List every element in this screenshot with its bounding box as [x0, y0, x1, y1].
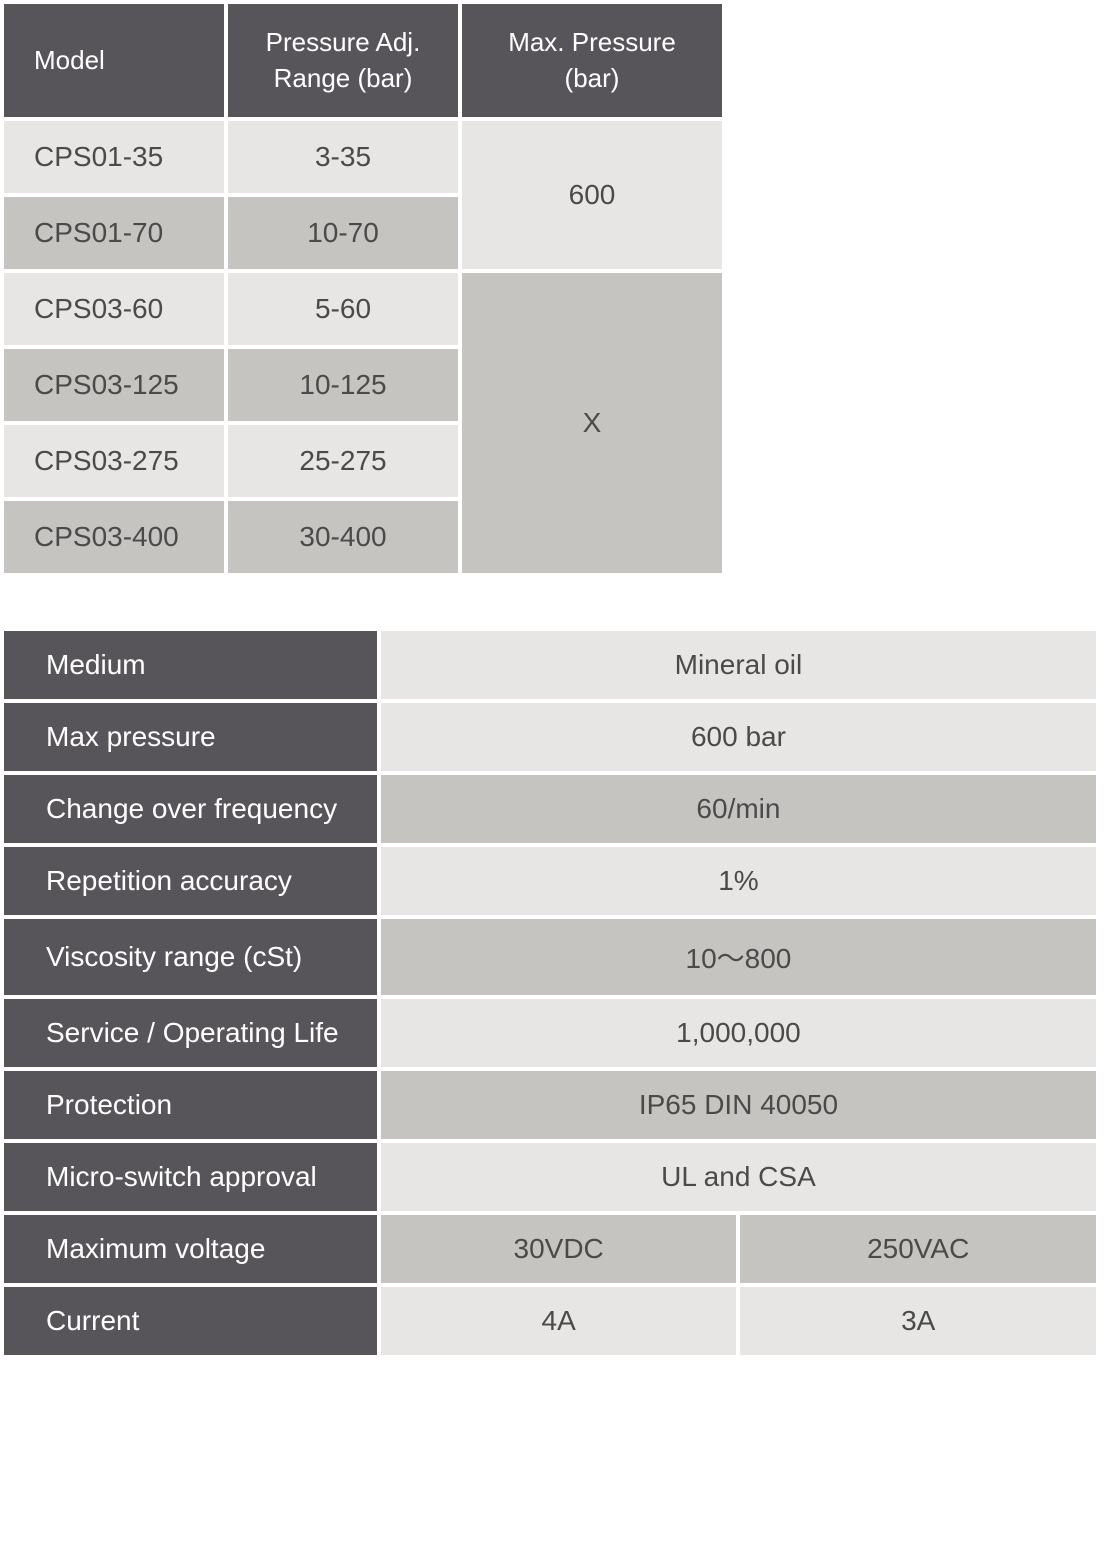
- table-row: CPS03-60 5-60 X: [4, 273, 722, 345]
- table-row: Change over frequency60/min: [4, 775, 1096, 843]
- spec-label: Maximum voltage: [4, 1215, 377, 1283]
- spec-label: Service / Operating Life: [4, 999, 377, 1067]
- cell-max: 600: [462, 121, 722, 269]
- spec-value: 4A: [381, 1287, 736, 1355]
- spec-label: Medium: [4, 631, 377, 699]
- cell-model: CPS03-125: [4, 349, 224, 421]
- spec-label: Max pressure: [4, 703, 377, 771]
- cell-range: 3-35: [228, 121, 458, 193]
- spec-value: 3A: [740, 1287, 1096, 1355]
- cell-range: 5-60: [228, 273, 458, 345]
- spec-label: Micro-switch approval: [4, 1143, 377, 1211]
- cell-range: 25-275: [228, 425, 458, 497]
- spec-label: Viscosity range (cSt): [4, 919, 377, 995]
- table-row: Max pressure600 bar: [4, 703, 1096, 771]
- cell-model: CPS03-275: [4, 425, 224, 497]
- spec-value: IP65 DIN 40050: [381, 1071, 1096, 1139]
- cell-model: CPS03-400: [4, 501, 224, 573]
- model-pressure-table: Model Pressure Adj. Range (bar) Max. Pre…: [0, 0, 726, 577]
- spec-value: UL and CSA: [381, 1143, 1096, 1211]
- cell-model: CPS01-70: [4, 197, 224, 269]
- spec-value: 250VAC: [740, 1215, 1096, 1283]
- col-header-model: Model: [4, 4, 224, 117]
- table-row: Viscosity range (cSt)10～800: [4, 919, 1096, 995]
- spec-value: 10～800: [381, 919, 1096, 995]
- col-header-max: Max. Pressure (bar): [462, 4, 722, 117]
- spec-value: 1%: [381, 847, 1096, 915]
- cell-model: CPS03-60: [4, 273, 224, 345]
- spec-value: 60/min: [381, 775, 1096, 843]
- table-row: MediumMineral oil: [4, 631, 1096, 699]
- cell-max: X: [462, 273, 722, 573]
- spec-label: Change over frequency: [4, 775, 377, 843]
- spec-value: Mineral oil: [381, 631, 1096, 699]
- specifications-table: MediumMineral oilMax pressure600 barChan…: [0, 627, 1100, 1359]
- table-row: Micro-switch approvalUL and CSA: [4, 1143, 1096, 1211]
- spec-value: 1,000,000: [381, 999, 1096, 1067]
- cell-range: 30-400: [228, 501, 458, 573]
- spec-label: Current: [4, 1287, 377, 1355]
- spec-value: 600 bar: [381, 703, 1096, 771]
- table-row: Repetition accuracy1%: [4, 847, 1096, 915]
- table-row: Current4A3A: [4, 1287, 1096, 1355]
- cell-model: CPS01-35: [4, 121, 224, 193]
- table-row: ProtectionIP65 DIN 40050: [4, 1071, 1096, 1139]
- cell-range: 10-70: [228, 197, 458, 269]
- col-header-range: Pressure Adj. Range (bar): [228, 4, 458, 117]
- spec-label: Repetition accuracy: [4, 847, 377, 915]
- table-row: CPS01-35 3-35 600: [4, 121, 722, 193]
- spec-label: Protection: [4, 1071, 377, 1139]
- table-row: Maximum voltage30VDC250VAC: [4, 1215, 1096, 1283]
- table-row: Service / Operating Life1,000,000: [4, 999, 1096, 1067]
- cell-range: 10-125: [228, 349, 458, 421]
- spec-value: 30VDC: [381, 1215, 736, 1283]
